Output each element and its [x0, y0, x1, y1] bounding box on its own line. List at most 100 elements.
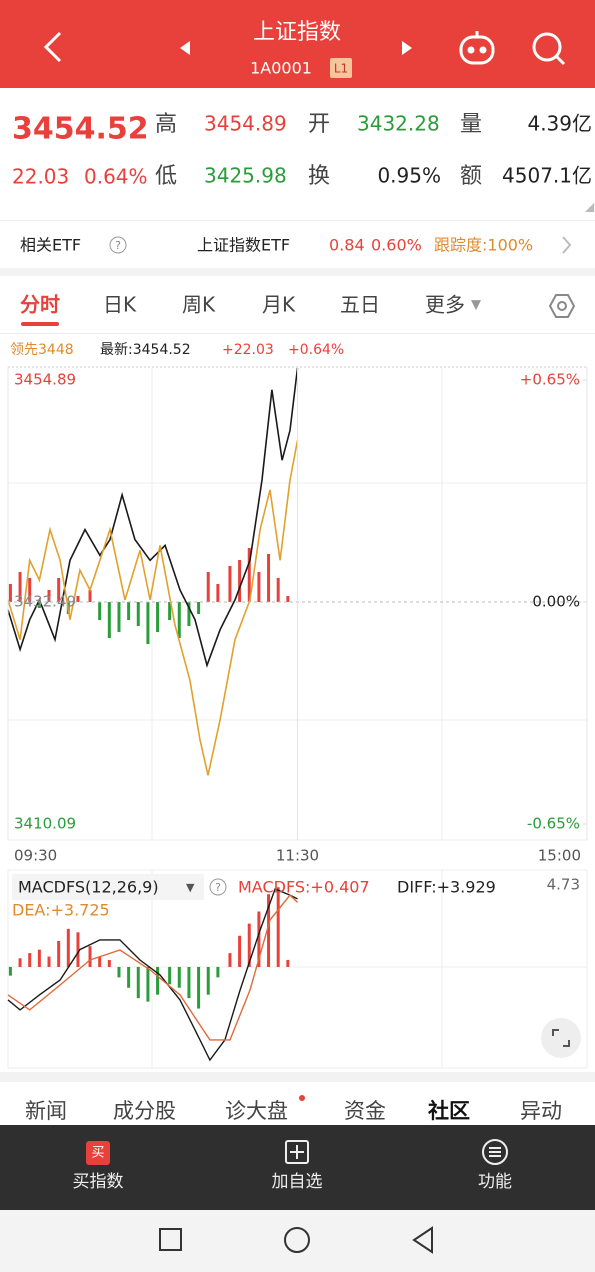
field-label: 低 — [155, 164, 177, 189]
strength-bar — [206, 572, 210, 602]
fold-icon[interactable]: ◢ — [585, 200, 595, 214]
field-value: 3454.89 — [204, 112, 287, 136]
section-tab[interactable]: 资金 — [344, 1099, 386, 1123]
macd-bar — [88, 946, 92, 967]
strength-bar — [177, 602, 181, 638]
toolbar-item[interactable]: 功能 — [478, 1172, 512, 1192]
y-tick-label: 3432.49 — [14, 593, 76, 611]
section-tab[interactable]: 社区 — [427, 1099, 470, 1123]
strength-bar — [238, 560, 242, 602]
macd-bar — [28, 953, 32, 967]
section-tab[interactable]: 成分股 — [113, 1099, 176, 1123]
tab[interactable]: 更多 — [425, 293, 465, 317]
diff-value: DIFF:+3.929 — [397, 878, 496, 897]
tab[interactable]: 月K — [262, 293, 296, 317]
buy-icon-bg — [86, 1141, 110, 1165]
divider — [0, 220, 595, 221]
macd-bar — [177, 966, 181, 988]
nav-home[interactable] — [284, 1227, 310, 1253]
gap — [0, 268, 595, 276]
menu-icon[interactable] — [482, 1139, 508, 1165]
macd-bar — [57, 940, 61, 967]
back-button[interactable] — [43, 31, 62, 63]
macd-bar — [257, 911, 261, 967]
macd-bar — [37, 949, 41, 967]
strength-bar — [216, 584, 220, 602]
strength-bar — [146, 602, 150, 644]
macd-bar — [8, 966, 12, 976]
tab[interactable]: 周K — [182, 293, 216, 317]
indicator-name[interactable]: MACDFS(12,26,9) — [18, 878, 159, 897]
macd-bar — [247, 923, 251, 967]
strength-bar — [257, 572, 261, 602]
tab[interactable]: 分时 — [20, 293, 60, 317]
strength-bar — [127, 602, 131, 620]
active-tab-indicator — [21, 322, 59, 326]
field-value: 4507.1亿 — [502, 164, 592, 188]
strength-bar — [267, 554, 271, 602]
buy-icon-text: 买 — [91, 1146, 104, 1161]
search-icon[interactable] — [532, 32, 566, 66]
y-tick-label: 4.73 — [547, 876, 580, 894]
field-value: 0.95% — [377, 164, 441, 188]
indicator-help: ? — [215, 881, 221, 894]
robot-icon[interactable] — [459, 31, 495, 65]
macd-bar — [267, 894, 271, 967]
macd-value: MACDFS:+0.407 — [238, 878, 370, 897]
strength-bar — [8, 584, 12, 602]
badge — [330, 58, 352, 78]
help-circle — [109, 236, 127, 254]
etf-help: ? — [115, 239, 121, 252]
field-label: 额 — [460, 164, 482, 189]
level-badge: L1 — [334, 62, 348, 76]
gap — [0, 1072, 595, 1082]
strength-bar — [47, 590, 51, 602]
macd-bar — [206, 966, 210, 995]
section-tab[interactable]: 异动 — [520, 1099, 562, 1123]
strength-bar — [76, 596, 80, 602]
macd-bar — [76, 932, 80, 967]
etf-label: 相关ETF — [20, 236, 81, 255]
strength-bar — [28, 578, 32, 602]
y-tick-label: 3410.09 — [14, 815, 76, 833]
tab[interactable]: 五日 — [340, 293, 380, 317]
nav-back[interactable] — [412, 1226, 433, 1254]
last-price: 3454.52 — [12, 112, 149, 147]
pct-legend: +0.64% — [288, 342, 344, 358]
strength-bar — [117, 602, 121, 632]
macd-bar — [107, 960, 111, 967]
indicator-selector[interactable] — [12, 874, 204, 900]
nav-bar — [0, 1210, 595, 1272]
selector-arrow: ▼ — [186, 881, 195, 894]
field-label: 高 — [155, 112, 177, 137]
y2-tick-label: -0.65% — [527, 815, 580, 833]
add-icon[interactable] — [285, 1140, 309, 1164]
macd-bar — [136, 966, 140, 999]
strength-bar — [168, 602, 172, 620]
toolbar-item[interactable]: 买指数 — [73, 1172, 124, 1192]
prev-button[interactable] — [180, 41, 190, 55]
settings-icon[interactable] — [548, 294, 576, 318]
etf-chevron[interactable] — [562, 236, 572, 254]
tab[interactable]: 日K — [103, 293, 137, 317]
next-button[interactable] — [402, 41, 412, 55]
etf-tracking: 跟踪度:100% — [434, 236, 533, 255]
macd-bar — [98, 956, 102, 967]
y2-tick-label: +0.65% — [520, 371, 580, 389]
section-tab[interactable]: 诊大盘 — [225, 1099, 288, 1123]
toolbar-item[interactable]: 加自选 — [272, 1172, 323, 1192]
expand-button[interactable] — [541, 1018, 581, 1058]
macd-bar — [228, 953, 232, 967]
field-value: 3432.28 — [357, 112, 440, 136]
field-value: 3425.98 — [204, 164, 287, 188]
y2-tick-label: 0.00% — [532, 593, 580, 611]
y-tick-label: 3454.89 — [14, 371, 76, 389]
section-tab[interactable]: 新闻 — [25, 1099, 67, 1123]
change-legend: +22.03 — [222, 342, 274, 358]
nav-recent[interactable] — [159, 1228, 182, 1251]
etf-pct: 0.60% — [371, 236, 422, 255]
help-circle — [209, 878, 227, 896]
strength-bar — [98, 602, 102, 620]
etf-name: 上证指数ETF — [197, 236, 290, 255]
